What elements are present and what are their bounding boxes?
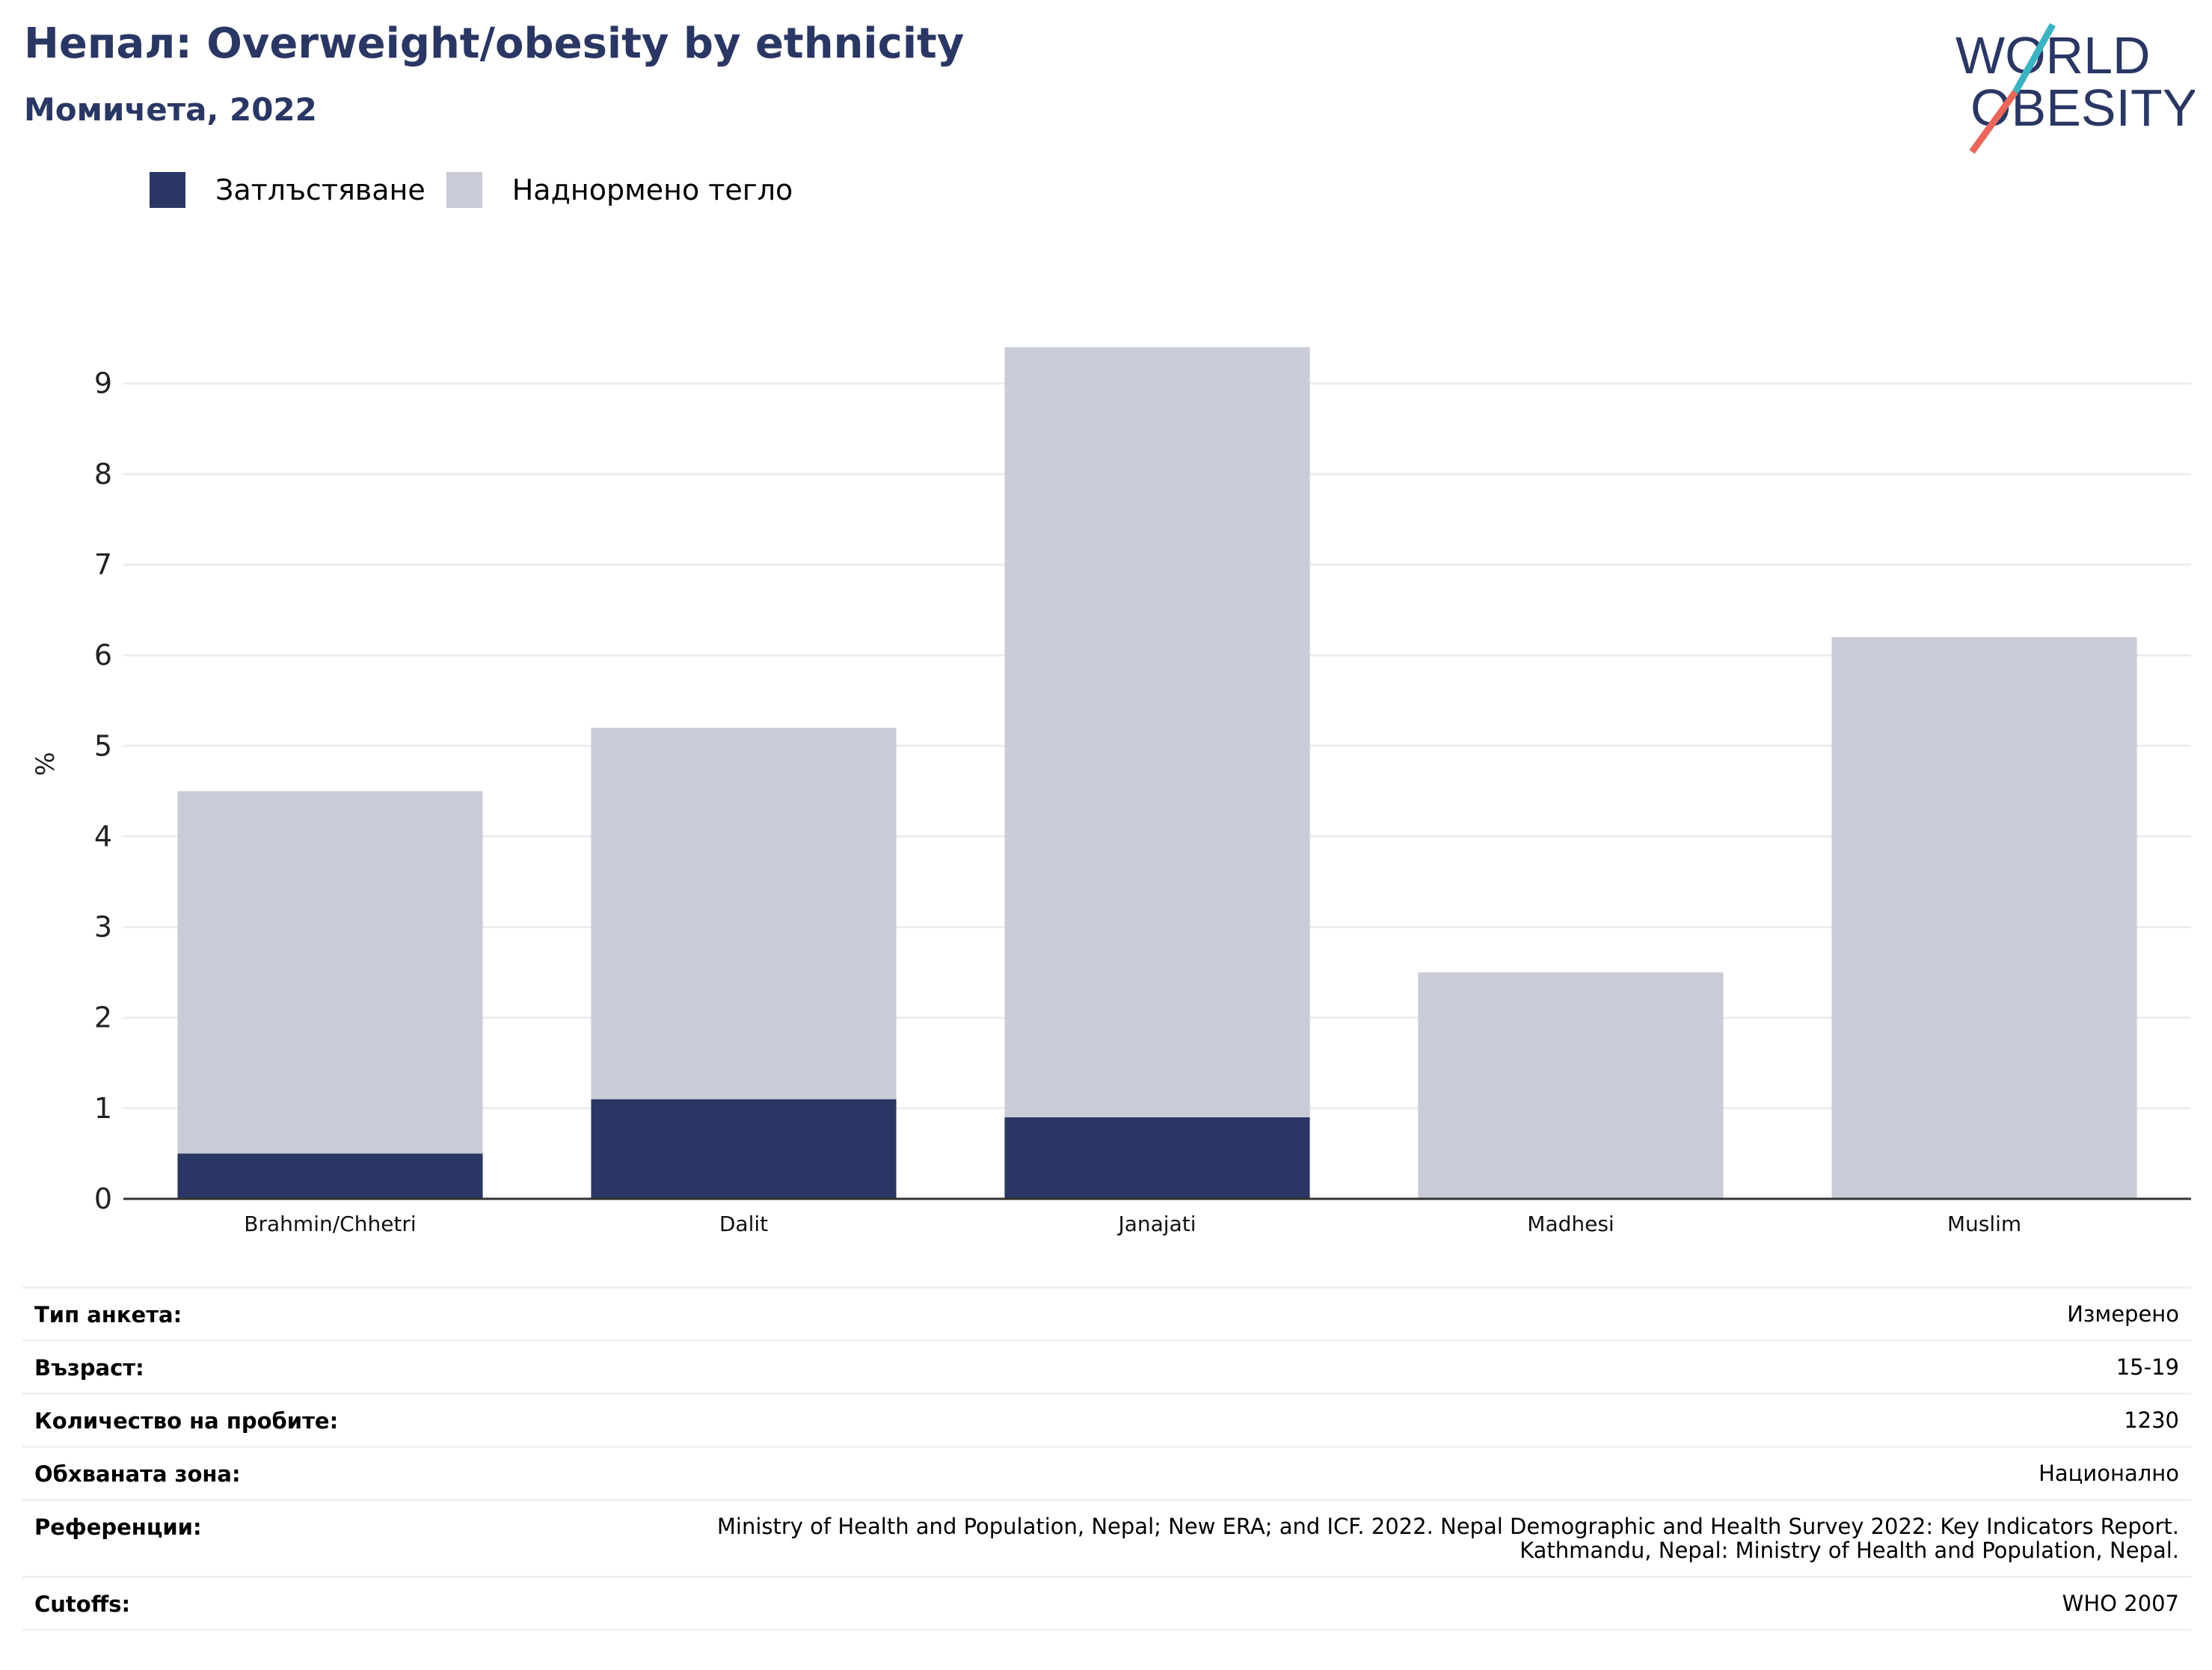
bar-obesity-janajati	[1004, 1117, 1310, 1199]
y-tick-label: 3	[94, 911, 112, 944]
info-row: Обхваната зона: Национално	[22, 1446, 2191, 1499]
info-label: Обхваната зона:	[34, 1461, 241, 1487]
info-value: Измерено	[2067, 1301, 2179, 1327]
bar-overweight-muslim	[1831, 636, 2137, 1199]
info-value: Национално	[2039, 1461, 2179, 1486]
logo-accent-red	[1969, 90, 2018, 154]
y-tick-label: 4	[94, 820, 112, 853]
legend-swatch-obesity	[150, 172, 185, 208]
chart-title: Непал: Overweight/obesity by ethnicity	[24, 19, 965, 68]
logo-accent-teal	[2012, 22, 2056, 94]
bar-overweight-brahmin-chhetri	[177, 791, 483, 1154]
x-tick-label: Janajati	[1116, 1212, 1196, 1236]
bar-obesity-brahmin-chhetri	[177, 1153, 483, 1199]
legend-label-overweight: Наднормено тегло	[511, 174, 793, 206]
y-tick-label: 0	[94, 1182, 112, 1215]
info-row: Възраст: 15-19	[22, 1339, 2191, 1393]
y-tick-label: 8	[94, 458, 112, 491]
legend-swatch-overweight	[446, 172, 482, 208]
y-axis-label: %	[31, 752, 61, 776]
info-label: Тип анкета:	[34, 1302, 182, 1327]
bar-obesity-dalit	[591, 1099, 897, 1199]
info-label: Cutoffs:	[34, 1591, 131, 1617]
bar-chart: 0 1 2 3 4 5 6 7 8 9% Brahmin/Chhetri Dalit Janajati M…	[31, 347, 2191, 1236]
y-tick-label: 5	[94, 729, 112, 762]
info-row: Тип анкета: Измерено	[22, 1286, 2191, 1339]
bar-overweight-dalit	[591, 728, 897, 1099]
y-tick-label: 7	[94, 548, 112, 581]
chart-subtitle: Момичета, 2022	[24, 91, 317, 128]
info-value: 1230	[2124, 1407, 2179, 1433]
legend-label-obesity: Затлъстяване	[215, 174, 425, 206]
info-value: Ministry of Health and Population, Nepal…	[716, 1514, 2179, 1563]
legend-item-obesity: Затлъстяване	[150, 172, 425, 208]
info-row: Референции: Ministry of Health and Popula…	[22, 1499, 2191, 1576]
info-label: Референции:	[34, 1514, 202, 1540]
legend-item-overweight: Наднормено тегло	[446, 172, 793, 208]
logo-line1: WORLD	[1956, 26, 2151, 85]
x-tick-label: Brahmin/Chhetri	[244, 1212, 416, 1236]
x-tick-label: Dalit	[719, 1212, 768, 1236]
info-label: Количество на пробите:	[34, 1408, 339, 1434]
y-tick-label: 9	[94, 367, 112, 400]
info-value: WHO 2007	[2062, 1591, 2179, 1616]
world-obesity-logo: WORLD OBESITY	[1956, 22, 2195, 154]
info-label: Възраст:	[34, 1355, 144, 1381]
x-tick-label: Muslim	[1947, 1212, 2021, 1236]
chart-legend: Затлъстяване Наднормено тегло	[150, 172, 796, 208]
y-tick-label: 2	[94, 1001, 112, 1034]
y-tick-label: 1	[94, 1092, 112, 1125]
bar-overweight-madhesi	[1418, 972, 1724, 1199]
info-row: Cutoffs: WHO 2007	[22, 1576, 2191, 1631]
y-tick-label: 6	[94, 639, 112, 672]
x-tick-label: Madhesi	[1527, 1212, 1614, 1236]
survey-info-table: Тип анкета: Измерено Възраст: 15-19 Количест…	[22, 1286, 2191, 1631]
info-row: Количество на пробите: 1230	[22, 1393, 2191, 1446]
bar-overweight-janajati	[1004, 347, 1310, 1117]
info-value: 15-19	[2116, 1354, 2179, 1380]
